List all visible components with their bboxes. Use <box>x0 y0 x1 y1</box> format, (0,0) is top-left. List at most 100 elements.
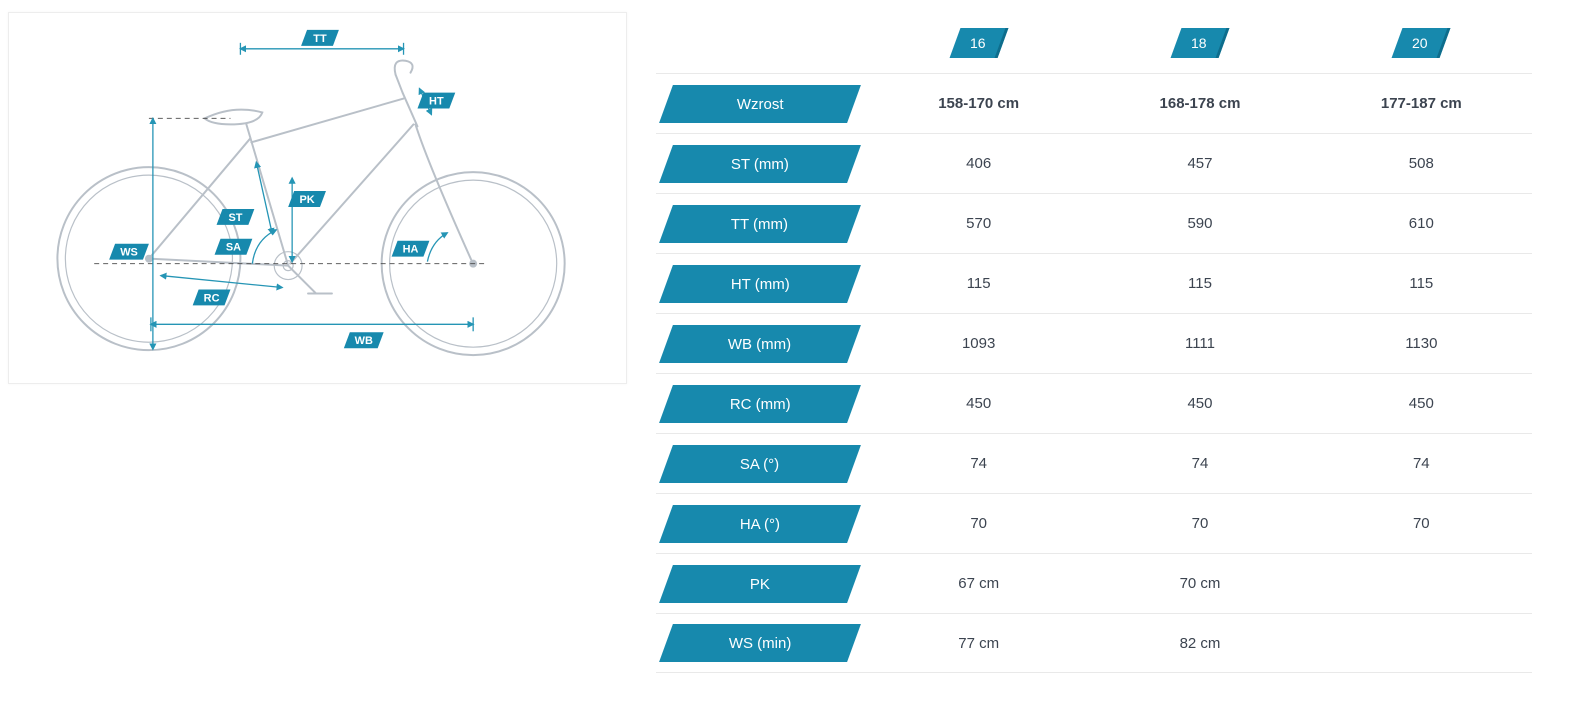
svg-text:ST: ST <box>228 212 242 224</box>
row-label-badge: TT (mm) <box>659 204 861 243</box>
svg-text:PK: PK <box>299 194 314 206</box>
row-label-badge: PK <box>659 564 861 603</box>
size-header-row: 16 18 20 <box>656 28 1532 73</box>
table-cell: 115 <box>1409 275 1434 292</box>
row-label-cell: HT (mm) <box>656 264 868 303</box>
svg-text:WB: WB <box>355 335 373 347</box>
table-row: TT (mm) 570 590 610 <box>656 193 1532 253</box>
table-cell: 115 <box>966 275 991 292</box>
row-label-cell: RC (mm) <box>656 384 868 423</box>
row-label: WB (mm) <box>728 335 792 352</box>
table-cell: 1093 <box>961 335 996 352</box>
row-label-cell: ST (mm) <box>656 144 868 183</box>
table-row: SA (°) 74 74 74 <box>656 433 1532 493</box>
svg-text:HA: HA <box>403 244 419 256</box>
table-cell: 450 <box>966 395 992 412</box>
row-label-badge: HA (°) <box>659 504 861 543</box>
table-row: RC (mm) 450 450 450 <box>656 373 1532 433</box>
diagram-label-pk: PK <box>288 191 326 207</box>
table-cell: 168-178 cm <box>1159 95 1241 112</box>
row-label-cell: WB (mm) <box>656 324 868 363</box>
row-label-cell: SA (°) <box>656 444 868 483</box>
svg-text:HT: HT <box>429 96 444 108</box>
table-cell: 77 cm <box>958 634 1000 652</box>
table-cell: 74 <box>1191 455 1209 472</box>
table-cell: 406 <box>966 155 992 172</box>
row-label-cell: Wzrost <box>656 84 868 123</box>
table-row: HA (°) 70 70 70 <box>656 493 1532 553</box>
row-label-cell: HA (°) <box>656 504 868 543</box>
diagram-label-ws: WS <box>109 243 149 260</box>
table-row: PK 67 cm 70 cm <box>656 553 1532 613</box>
diagram-label-tt: TT <box>301 29 339 46</box>
table-cell: 508 <box>1408 155 1434 172</box>
table-cell: 457 <box>1187 155 1213 172</box>
table-cell: 1130 <box>1405 335 1438 352</box>
table-cell: 70 cm <box>1179 575 1221 592</box>
size-column-16: 16 <box>868 28 1089 58</box>
table-cell: 82 cm <box>1179 634 1221 652</box>
bike-geometry-diagram: TT HT PK ST SA WS RC WB <box>8 12 627 384</box>
row-label: HT (mm) <box>730 275 790 292</box>
row-label-badge: RC (mm) <box>659 384 861 423</box>
table-cell: 1111 <box>1184 335 1215 352</box>
row-label: PK <box>749 575 770 592</box>
svg-text:WS: WS <box>120 247 138 259</box>
table-cell: 74 <box>1412 455 1430 472</box>
diagram-label-ha: HA <box>391 240 430 257</box>
row-label-cell: WS (min) <box>656 624 868 662</box>
table-cell: 450 <box>1408 395 1434 412</box>
row-label: Wzrost <box>736 95 784 112</box>
size-badge-label: 18 <box>1190 35 1207 51</box>
row-label-badge: Wzrost <box>659 84 861 123</box>
table-cell: 450 <box>1187 395 1213 412</box>
table-row: Wzrost 158-170 cm 168-178 cm 177-187 cm <box>656 73 1532 133</box>
size-column-20: 20 <box>1311 28 1532 58</box>
svg-text:RC: RC <box>204 292 220 304</box>
geometry-table: 16 18 20 Wzrost 158-170 cm 168-178 cm 17… <box>656 28 1532 673</box>
diagram-label-rc: RC <box>192 289 231 306</box>
row-label: RC (mm) <box>729 395 791 412</box>
table-row: ST (mm) 406 457 508 <box>656 133 1532 193</box>
table-cell: 610 <box>1408 215 1434 232</box>
geometry-table-body: Wzrost 158-170 cm 168-178 cm 177-187 cm … <box>656 73 1532 673</box>
size-badge-16: 16 <box>949 28 1009 58</box>
row-label-cell: TT (mm) <box>656 204 868 243</box>
table-row: WS (min) 77 cm 82 cm <box>656 613 1532 673</box>
row-label: WS (min) <box>728 634 792 652</box>
diagram-label-sa: SA <box>214 238 253 255</box>
row-label: TT (mm) <box>731 215 789 232</box>
table-cell: 70 <box>1412 515 1430 532</box>
row-label-badge: HT (mm) <box>659 264 861 303</box>
diagram-label-st: ST <box>216 208 255 225</box>
row-label: ST (mm) <box>730 155 790 172</box>
row-label: SA (°) <box>740 455 780 472</box>
row-label: HA (°) <box>739 515 781 532</box>
row-label-badge: WB (mm) <box>659 324 861 363</box>
table-cell: 158-170 cm <box>938 95 1020 112</box>
table-cell: 590 <box>1187 215 1213 232</box>
diagram-label-wb: WB <box>343 332 384 349</box>
table-cell: 67 cm <box>958 575 1000 592</box>
svg-text:SA: SA <box>226 242 241 254</box>
table-cell: 74 <box>970 455 987 472</box>
row-label-badge: WS (min) <box>659 624 861 662</box>
size-badge-label: 20 <box>1412 35 1428 51</box>
bike-sketch: TT HT PK ST SA WS RC WB <box>56 29 566 357</box>
size-badge-label: 16 <box>969 35 985 51</box>
size-badge-20: 20 <box>1391 28 1451 58</box>
table-cell: 70 <box>1191 515 1209 532</box>
table-cell: 570 <box>966 215 992 232</box>
size-badge-18: 18 <box>1170 28 1230 58</box>
dimension-lines <box>149 42 475 351</box>
row-label-badge: ST (mm) <box>659 144 861 183</box>
reference-lines <box>94 117 486 265</box>
table-cell: 115 <box>1188 275 1212 292</box>
table-row: HT (mm) 115 115 115 <box>656 253 1532 313</box>
table-cell: 177-187 cm <box>1380 95 1462 112</box>
size-column-18: 18 <box>1089 28 1310 58</box>
row-label-badge: SA (°) <box>659 444 861 483</box>
svg-text:TT: TT <box>313 33 327 45</box>
diagram-label-ht: HT <box>417 92 456 109</box>
row-label-cell: PK <box>656 564 868 603</box>
